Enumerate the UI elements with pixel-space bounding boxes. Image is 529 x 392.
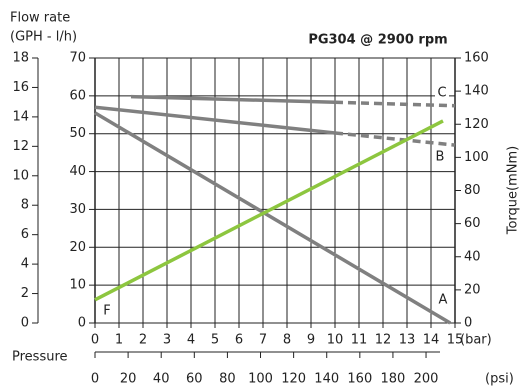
y-tick-label: 30	[69, 202, 86, 217]
label-bg	[435, 85, 449, 101]
gph-tick-label: 8	[21, 198, 29, 213]
psi-tick-label: 100	[248, 372, 273, 387]
label-bg	[436, 292, 450, 308]
y-tick-label: 40	[69, 164, 86, 179]
psi-label: Pressure	[12, 350, 68, 365]
x-tick-label: 15	[447, 333, 464, 348]
x-unit: (bar)	[460, 333, 492, 348]
gph-tick-label: 6	[21, 227, 29, 242]
y2-tick-label: 20	[464, 282, 481, 297]
x-tick-label: 3	[163, 333, 171, 348]
y2-tick-label: 140	[464, 84, 489, 99]
y2-tick-label: 80	[464, 183, 481, 198]
gph-tick-label: 18	[12, 51, 29, 66]
y-tick-label: 60	[69, 88, 86, 103]
flow-unit: (GPH - l/h)	[10, 30, 77, 45]
x-tick-label: 6	[235, 333, 243, 348]
x-tick-label: 11	[351, 333, 368, 348]
series-line	[130, 94, 336, 105]
series-line	[94, 105, 336, 135]
y-tick-label: 70	[69, 51, 86, 66]
label-bg	[433, 149, 447, 165]
x-tick-label: 1	[115, 333, 123, 348]
x-tick-label: 7	[259, 333, 267, 348]
x-tick-label: 0	[91, 333, 99, 348]
gph-tick-label: 12	[12, 139, 29, 154]
psi-tick-label: 60	[186, 372, 203, 387]
x-tick-label: 12	[375, 333, 392, 348]
psi-tick-label: 80	[219, 372, 236, 387]
x-tick-label: 10	[327, 333, 344, 348]
y-tick-label: 50	[69, 126, 86, 141]
psi-tick-label: 160	[347, 372, 372, 387]
x-tick-label: 8	[283, 333, 291, 348]
y-tick-label: 10	[69, 278, 86, 293]
gph-tick-label: 10	[12, 168, 29, 183]
series-label: A	[439, 293, 448, 308]
psi-tick-label: 0	[91, 372, 99, 387]
gph-tick-label: 16	[12, 80, 29, 95]
psi-tick-label: 140	[314, 372, 339, 387]
x-tick-label: 5	[211, 333, 219, 348]
series-label: C	[437, 86, 446, 101]
flow-label: Flow rate	[10, 11, 70, 26]
series-line	[334, 100, 456, 108]
x-tick-label: 4	[187, 333, 195, 348]
psi-tick-label: 180	[381, 372, 406, 387]
series-line	[334, 131, 456, 147]
psi-unit: (psi)	[485, 372, 514, 387]
psi-tick-label: 40	[153, 372, 170, 387]
y2-tick-label: 60	[464, 216, 481, 231]
y2-tick-label: 160	[464, 51, 489, 66]
x-tick-label: 13	[399, 333, 416, 348]
y2-tick-label: 100	[464, 150, 489, 165]
psi-tick-label: 20	[120, 372, 137, 387]
gph-tick-label: 4	[21, 257, 29, 272]
gph-tick-label: 0	[21, 316, 29, 331]
y2-tick-label: 40	[464, 249, 481, 264]
label-bg	[100, 303, 114, 319]
psi-tick-label: 120	[281, 372, 306, 387]
series-line	[94, 111, 452, 325]
x-tick-label: 2	[139, 333, 147, 348]
y-tick-label: 20	[69, 240, 86, 255]
y2-label: Torque(mNm)	[506, 146, 521, 236]
series-line	[94, 119, 444, 302]
y-tick-label: 0	[78, 316, 86, 331]
gph-tick-label: 14	[12, 109, 29, 124]
chart-title: PG304 @ 2900 rpm	[308, 33, 447, 48]
psi-tick-label: 200	[414, 372, 439, 387]
y2-tick-label: 0	[464, 316, 472, 331]
series-label: F	[103, 304, 110, 319]
series-label: B	[436, 150, 445, 165]
y2-tick-label: 120	[464, 117, 489, 132]
x-tick-label: 14	[423, 333, 440, 348]
x-tick-label: 9	[307, 333, 315, 348]
gph-tick-label: 2	[21, 286, 29, 301]
